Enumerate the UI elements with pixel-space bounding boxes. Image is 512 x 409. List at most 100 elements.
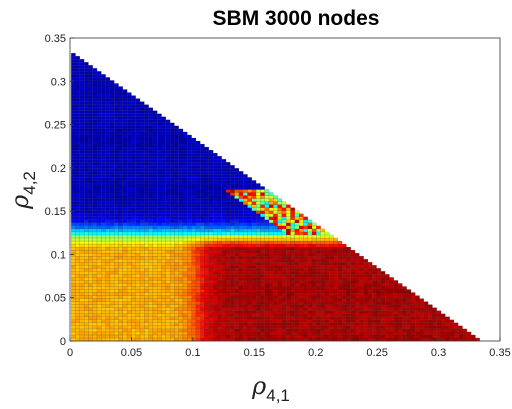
heatmap-cell bbox=[118, 298, 123, 302]
heatmap-cell bbox=[96, 259, 102, 263]
heatmap-cell bbox=[208, 295, 214, 299]
heatmap-cell bbox=[225, 259, 231, 263]
heatmap-cell bbox=[393, 331, 399, 336]
heatmap-cell bbox=[148, 180, 154, 184]
heatmap-cell bbox=[182, 204, 188, 208]
heatmap-cell bbox=[88, 107, 93, 111]
heatmap-cell bbox=[311, 268, 317, 272]
heatmap-cell bbox=[92, 301, 98, 305]
heatmap-cell bbox=[268, 243, 274, 248]
heatmap-cell bbox=[247, 177, 252, 181]
heatmap-cell bbox=[92, 198, 98, 202]
heatmap-cell bbox=[182, 149, 188, 154]
heatmap-cell bbox=[139, 189, 145, 193]
heatmap-cell bbox=[238, 237, 244, 242]
heatmap-cell bbox=[243, 289, 248, 293]
heatmap-cell bbox=[363, 280, 369, 284]
heatmap-cell bbox=[247, 201, 252, 205]
heatmap-cell bbox=[182, 268, 188, 272]
heatmap-cell bbox=[135, 162, 141, 166]
heatmap-cell bbox=[264, 322, 270, 327]
heatmap-cell bbox=[281, 204, 287, 208]
heatmap-cell bbox=[92, 80, 98, 84]
heatmap-cell bbox=[255, 328, 261, 333]
heatmap-cell bbox=[101, 286, 106, 290]
heatmap-cell bbox=[277, 240, 283, 245]
heatmap-cell bbox=[359, 301, 364, 305]
heatmap-cell bbox=[165, 213, 171, 217]
heatmap-cell bbox=[397, 325, 403, 330]
heatmap-cell bbox=[251, 298, 257, 302]
heatmap-cell bbox=[122, 134, 128, 139]
heatmap-cell bbox=[148, 110, 154, 114]
heatmap-cell bbox=[109, 274, 115, 278]
heatmap-cell bbox=[260, 280, 265, 284]
heatmap-cell bbox=[182, 256, 188, 260]
heatmap-cell bbox=[174, 246, 179, 251]
heatmap-cell bbox=[105, 310, 111, 314]
heatmap-cell bbox=[286, 207, 291, 211]
heatmap-cell bbox=[359, 277, 364, 281]
heatmap-cell bbox=[281, 301, 287, 305]
heatmap-cell bbox=[165, 146, 171, 151]
heatmap-cell bbox=[157, 277, 162, 281]
heatmap-cell bbox=[75, 219, 80, 223]
heatmap-cell bbox=[135, 134, 141, 139]
heatmap-cell bbox=[135, 334, 141, 339]
heatmap-cell bbox=[243, 177, 248, 181]
heatmap-cell bbox=[367, 334, 373, 339]
heatmap-cell bbox=[157, 259, 162, 263]
heatmap-cell bbox=[255, 210, 261, 214]
heatmap-cell bbox=[238, 210, 244, 214]
heatmap-cell bbox=[135, 101, 141, 105]
heatmap-cell bbox=[200, 292, 205, 296]
heatmap-cell bbox=[384, 295, 390, 299]
heatmap-cell bbox=[174, 331, 179, 336]
heatmap-cell bbox=[182, 274, 188, 278]
heatmap-cell bbox=[105, 165, 111, 169]
heatmap-cell bbox=[114, 119, 119, 123]
heatmap-cell bbox=[195, 219, 201, 223]
heatmap-cell bbox=[135, 198, 141, 202]
heatmap-cell bbox=[372, 277, 377, 281]
heatmap-cell bbox=[161, 131, 166, 136]
heatmap-cell bbox=[157, 207, 162, 211]
heatmap-cell bbox=[286, 228, 291, 233]
heatmap-cell bbox=[260, 259, 265, 263]
heatmap-cell bbox=[75, 207, 80, 211]
heatmap-cell bbox=[410, 304, 416, 308]
heatmap-cell bbox=[71, 277, 76, 281]
heatmap-cell bbox=[423, 316, 429, 320]
heatmap-cell bbox=[122, 240, 128, 245]
heatmap-cell bbox=[264, 280, 270, 284]
heatmap-cell bbox=[260, 240, 265, 245]
heatmap-cell bbox=[324, 322, 330, 327]
heatmap-cell bbox=[264, 325, 270, 330]
heatmap-cell bbox=[324, 252, 330, 257]
heatmap-cell bbox=[135, 228, 141, 233]
heatmap-cell bbox=[114, 231, 119, 236]
heatmap-cell bbox=[122, 295, 128, 299]
heatmap-cell bbox=[415, 307, 420, 311]
heatmap-cell bbox=[96, 171, 102, 175]
heatmap-cell bbox=[157, 274, 162, 278]
heatmap-cell bbox=[195, 156, 201, 160]
heatmap-cell bbox=[187, 268, 192, 272]
heatmap-cell bbox=[337, 337, 343, 342]
heatmap-cell bbox=[238, 174, 244, 178]
heatmap-cell bbox=[204, 225, 209, 230]
heatmap-cell bbox=[71, 262, 76, 266]
heatmap-cell bbox=[126, 337, 132, 342]
heatmap-cell bbox=[75, 183, 80, 187]
heatmap-cell bbox=[195, 225, 201, 230]
heatmap-cell bbox=[169, 171, 175, 175]
heatmap-cell bbox=[238, 213, 244, 217]
heatmap-cell bbox=[432, 337, 437, 342]
heatmap-cell bbox=[243, 274, 248, 278]
heatmap-cell bbox=[105, 86, 111, 90]
heatmap-cell bbox=[71, 168, 76, 172]
heatmap-cell bbox=[208, 180, 214, 184]
heatmap-cell bbox=[92, 143, 98, 148]
heatmap-cell bbox=[126, 243, 132, 248]
heatmap-cell bbox=[372, 280, 377, 284]
